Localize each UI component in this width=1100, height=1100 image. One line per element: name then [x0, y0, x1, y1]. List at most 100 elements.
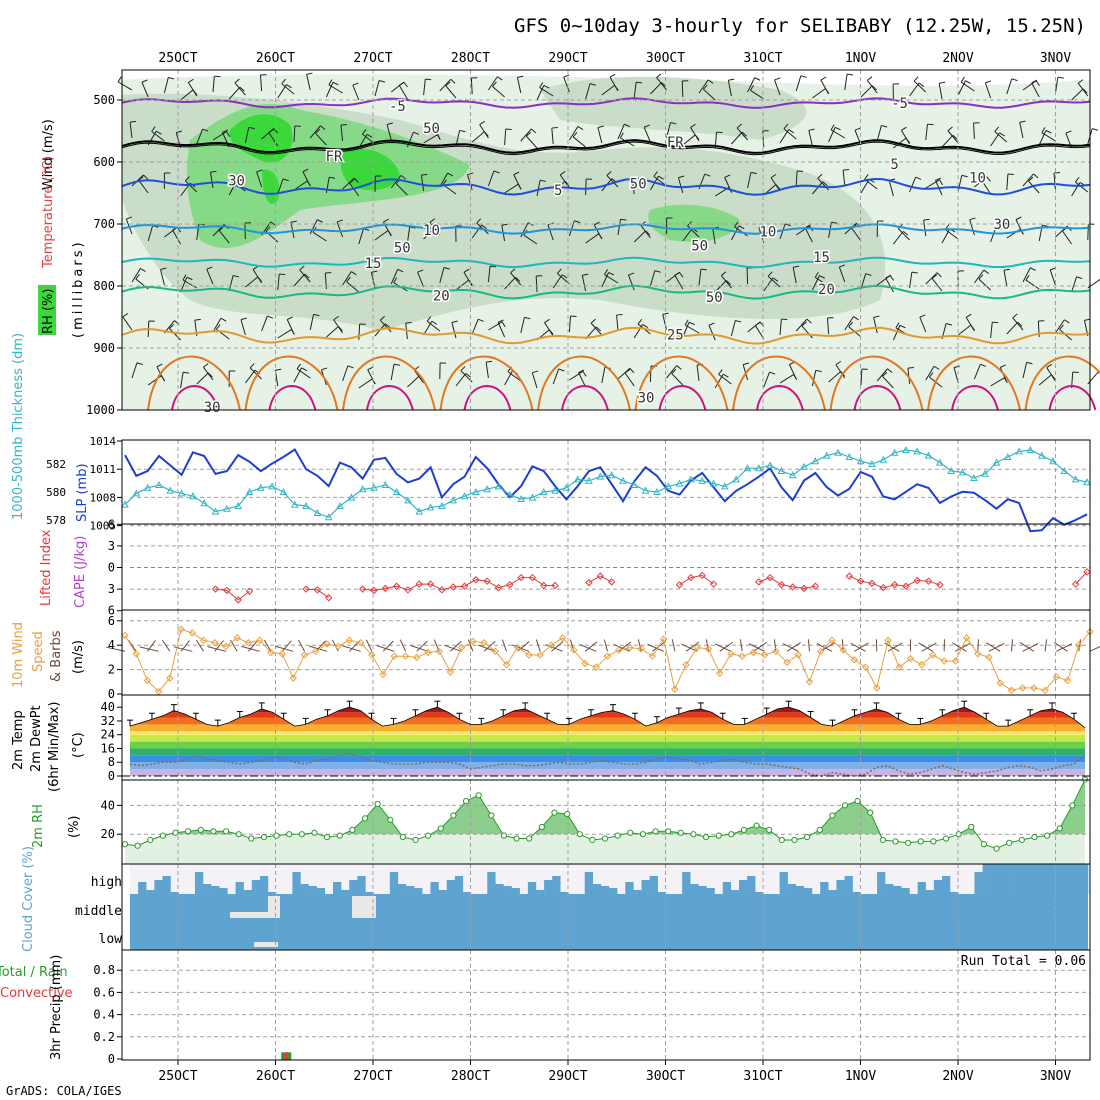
wind-barb [328, 84, 343, 94]
wind-speed-point [1007, 686, 1016, 695]
wind-barb [965, 80, 972, 84]
cloud-high-bar [982, 864, 991, 894]
wind-barb [386, 122, 393, 126]
rh-point [134, 842, 141, 849]
lifted-index-point [528, 573, 537, 582]
wind-barb [819, 275, 826, 279]
wind-barb [180, 372, 184, 389]
wind-barb [539, 87, 554, 97]
wind-barb [1057, 76, 1064, 79]
wind-barb [504, 276, 516, 290]
wind-barb [1031, 79, 1038, 84]
lifted-index-point [472, 576, 480, 584]
isotherm-35 [463, 385, 512, 411]
wind-barb [617, 219, 621, 236]
contour-label: 50 [691, 239, 708, 255]
wind-barb [624, 372, 635, 387]
wind-barb [902, 230, 909, 236]
rh-point [753, 822, 760, 829]
wind-speed-point [727, 650, 735, 658]
wind-barb [1017, 321, 1023, 327]
wind-speed-point [446, 668, 455, 676]
rh-point [488, 812, 495, 819]
thickness-point [189, 492, 197, 500]
wind-barb [960, 76, 965, 83]
wind-barb [426, 320, 441, 332]
wind-speed-point [1030, 684, 1038, 692]
thickness-point [358, 485, 367, 493]
wind-barb [315, 128, 321, 134]
wind-barb [1012, 313, 1018, 319]
wind-barb [698, 79, 709, 94]
wind-barb [169, 328, 181, 341]
cloud-high-bar [925, 890, 935, 894]
rh-point [1006, 839, 1013, 846]
wind-barb [139, 646, 159, 652]
wind-barb [275, 645, 294, 652]
thickness-point [845, 452, 854, 460]
wind-speed-point [626, 643, 634, 652]
wind-speed-point [199, 636, 208, 645]
temp-band [130, 731, 1085, 735]
thickness-point [528, 493, 537, 501]
lifted-index-point [358, 585, 367, 593]
wind-barb [839, 264, 846, 268]
wind-barb [895, 322, 900, 329]
lifted-index-point [1071, 580, 1080, 588]
wind-barb [919, 314, 926, 318]
cloud-high-bar [503, 886, 512, 894]
wind-barb [520, 317, 525, 334]
wind-barb [450, 78, 456, 84]
rh-point [248, 835, 255, 842]
contour-label: 50 [630, 177, 647, 193]
wind-barb [1053, 172, 1061, 174]
rh-point [576, 831, 583, 838]
wind-barb [297, 639, 305, 652]
thickness-point [630, 480, 639, 488]
y-tick-label: 1011 [90, 463, 117, 476]
rh-point [892, 838, 899, 845]
wind-barb [249, 367, 262, 380]
wind-barb [425, 78, 432, 81]
wind-barb [216, 324, 221, 330]
wind-barb [795, 318, 808, 332]
contour-label: 30 [204, 400, 221, 416]
thickness-point [426, 503, 435, 511]
y-tick-label: 582 [46, 458, 66, 471]
wind-barb [544, 322, 554, 337]
wind-barb [561, 274, 568, 279]
cloud-high-bar [430, 882, 439, 894]
wind-barb [973, 269, 985, 284]
wind-barb [202, 366, 214, 381]
temp-band [130, 769, 1085, 776]
wind-barb [220, 317, 227, 322]
rh-point [1031, 833, 1038, 841]
wind-speed-point [659, 635, 668, 643]
wind-barb [609, 76, 619, 92]
rh-point [867, 809, 874, 816]
cloud-high-bar [600, 886, 610, 894]
wind-barb [707, 79, 714, 84]
wind-barb [1077, 79, 1084, 84]
rh-point [841, 802, 849, 809]
wind-speed-point [1063, 676, 1072, 685]
wind-barb [306, 74, 311, 91]
thickness-point [200, 499, 209, 507]
rh-point [412, 836, 419, 844]
thickness-point [1071, 475, 1080, 483]
wind-barb [907, 366, 914, 369]
wind-barb [935, 177, 942, 181]
wind-barb [379, 319, 392, 333]
wind-barb [342, 365, 349, 382]
wind-barb [876, 125, 882, 142]
wind-barb [302, 171, 311, 187]
wind-barb [986, 642, 1001, 652]
wind-speed-point [166, 674, 174, 682]
wind-barb [643, 124, 650, 128]
wind-barb [1003, 268, 1011, 271]
wind-barb [487, 170, 495, 187]
lifted-index-point [313, 586, 322, 594]
wind-barb [420, 175, 425, 192]
wind-barb [846, 73, 854, 76]
